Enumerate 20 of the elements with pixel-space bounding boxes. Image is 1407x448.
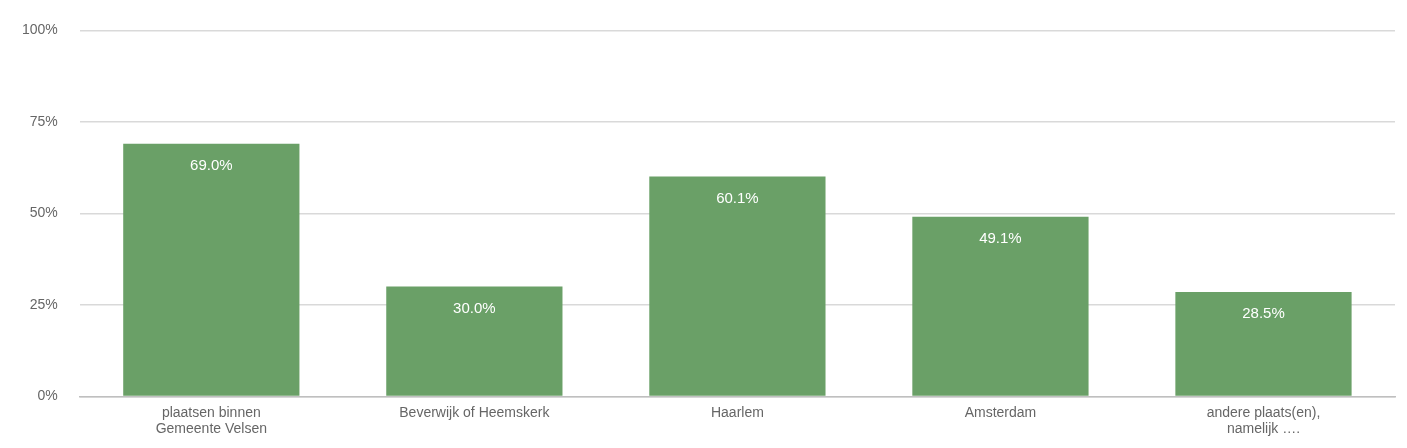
data-label: 28.5% [1242, 304, 1285, 322]
x-tick-label: Beverwijk of Heemskerk [399, 403, 551, 420]
x-tick-label: Haarlem [710, 403, 764, 420]
y-tick-label: 0% [37, 387, 58, 404]
data-label: 69.0% [190, 156, 233, 173]
x-tick-label: andere plaats(en), namelijk …. [1206, 403, 1321, 437]
data-label: 60.1% [716, 188, 759, 206]
bar [123, 143, 300, 396]
bar [386, 286, 563, 396]
y-tick-label: 75% [29, 112, 58, 129]
bar [1175, 292, 1352, 396]
data-label: 30.0% [453, 298, 496, 316]
y-tick-label: 50% [29, 204, 58, 221]
y-tick-label: 25% [29, 295, 58, 312]
x-tick-label: plaatsen binnen Gemeente Velsen [155, 403, 267, 437]
data-label: 49.1% [979, 228, 1022, 246]
y-tick-label: 100% [21, 21, 58, 38]
bar [649, 176, 826, 396]
bar [912, 216, 1089, 396]
x-tick-label: Amsterdam [964, 403, 1037, 420]
